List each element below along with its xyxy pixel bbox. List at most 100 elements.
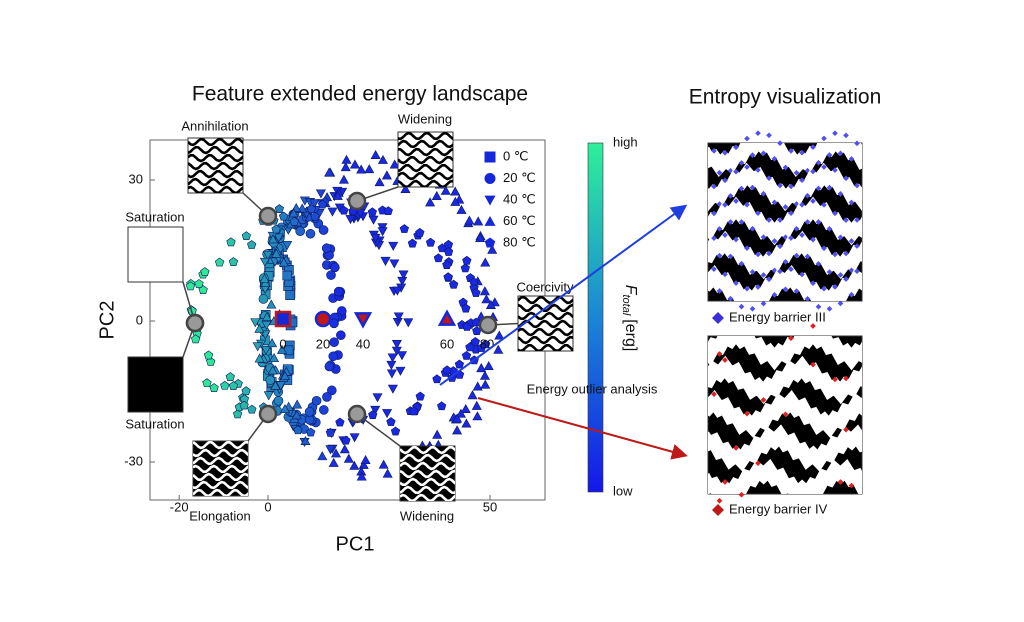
scatter-point xyxy=(241,386,251,396)
scatter-point xyxy=(295,226,305,236)
entropy-dot xyxy=(854,140,860,147)
entropy-dot xyxy=(711,235,717,241)
panel-band xyxy=(708,389,862,439)
entropy-dot xyxy=(744,245,750,251)
scatter-point xyxy=(343,453,354,463)
scatter-point xyxy=(252,342,263,352)
scatter-point xyxy=(241,231,251,241)
entropy-dot xyxy=(826,305,833,312)
entropy-dot xyxy=(722,479,728,485)
mean-marker xyxy=(274,310,292,328)
entropy-dot xyxy=(799,232,805,238)
entropy-dot xyxy=(716,226,723,232)
entropy-dot xyxy=(777,182,783,189)
scatter-point xyxy=(319,405,329,415)
scatter-point xyxy=(452,425,463,435)
scatter-point xyxy=(476,363,487,373)
scatter-point xyxy=(254,353,265,363)
stripe xyxy=(398,179,453,187)
entropy-dot xyxy=(755,210,761,216)
scatter-point xyxy=(450,186,461,196)
entropy-dot xyxy=(832,210,838,217)
entropy-dot xyxy=(771,155,778,162)
stripe xyxy=(400,477,455,487)
entropy-dot xyxy=(749,225,756,232)
scatter-point xyxy=(278,257,289,267)
scatter-point xyxy=(367,207,377,217)
state-label: Widening xyxy=(400,508,454,523)
entropy-dot xyxy=(837,272,844,278)
stripe xyxy=(188,161,243,171)
scatter-point xyxy=(433,253,444,263)
scatter-point xyxy=(254,323,265,333)
scatter-point xyxy=(390,426,401,436)
entropy-dot xyxy=(837,300,844,307)
scatter-point xyxy=(300,435,311,445)
entropy-dot xyxy=(793,169,800,176)
scatter-point xyxy=(465,342,475,352)
entropy-dot xyxy=(766,250,772,257)
scatter-point xyxy=(306,204,317,213)
entropy-dot xyxy=(826,152,833,158)
entropy-dot xyxy=(788,183,794,190)
scatter-point xyxy=(304,414,315,425)
y-tick-label: -30 xyxy=(124,453,143,468)
entropy-dot xyxy=(854,243,860,249)
entropy-dot xyxy=(826,269,833,275)
stripe xyxy=(398,132,453,141)
scatter-point xyxy=(360,455,371,465)
entropy-dot xyxy=(821,201,827,208)
entropy-dot xyxy=(722,357,728,363)
mean-label: 0 xyxy=(279,336,286,351)
entropy-dot xyxy=(744,410,750,417)
scatter-point xyxy=(387,384,398,394)
entropy-dot xyxy=(722,271,728,278)
scatter-point xyxy=(377,227,388,237)
arrow-blue xyxy=(439,204,688,386)
entropy-dot xyxy=(749,269,756,275)
entropy-dot xyxy=(777,268,783,275)
scatter-point xyxy=(449,279,459,289)
entropy-dot xyxy=(848,199,855,206)
panel-band xyxy=(708,230,862,280)
entropy-dot xyxy=(788,210,794,217)
scatter-cloud xyxy=(185,149,505,481)
entropy-dot xyxy=(777,140,783,146)
scatter-point xyxy=(265,375,276,385)
entropy-dot xyxy=(744,285,750,292)
scatter-point xyxy=(339,205,349,215)
scatter-point xyxy=(399,224,409,233)
entropy-dot xyxy=(837,479,844,485)
scatter-point xyxy=(325,445,336,455)
entropy-dot xyxy=(738,219,745,225)
entropy-dot xyxy=(821,164,827,170)
scatter-point xyxy=(267,365,278,375)
stripe xyxy=(188,138,243,147)
scatter-point xyxy=(464,215,475,225)
stripe xyxy=(188,169,243,179)
entropy-dot xyxy=(744,135,750,142)
entropy-dot xyxy=(738,303,745,310)
entropy-dot xyxy=(777,243,783,250)
entropy-dot xyxy=(766,217,772,223)
scatter-point xyxy=(247,404,257,414)
entropy-dot xyxy=(843,132,849,139)
diamond-blue xyxy=(712,312,724,324)
scatter-point xyxy=(232,409,243,419)
scatter-point xyxy=(271,224,281,234)
panel-band xyxy=(708,196,862,246)
entropy-dot xyxy=(755,460,761,467)
scatter-point xyxy=(226,237,236,247)
entropy-dot xyxy=(815,159,822,166)
entropy-dot xyxy=(804,296,811,302)
scatter-point xyxy=(321,243,332,254)
mean-label: 40 xyxy=(356,336,370,351)
entropy-dot xyxy=(722,232,728,238)
entropy-dot xyxy=(755,251,761,258)
scatter-point xyxy=(278,211,289,221)
scatter-point xyxy=(461,350,472,360)
entropy-dot xyxy=(733,198,739,204)
mean-marker xyxy=(437,309,457,326)
entropy-dot xyxy=(755,284,761,290)
